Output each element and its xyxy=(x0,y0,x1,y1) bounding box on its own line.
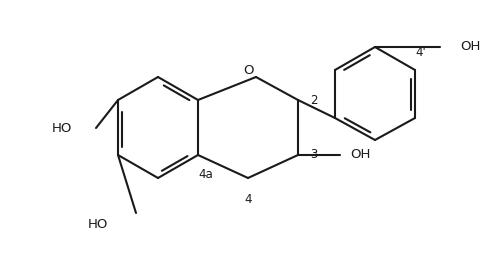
Text: 3: 3 xyxy=(310,149,317,162)
Text: OH: OH xyxy=(460,41,480,54)
Text: OH: OH xyxy=(350,149,370,162)
Text: 4: 4 xyxy=(244,193,252,206)
Text: 2: 2 xyxy=(310,94,317,107)
Text: O: O xyxy=(243,63,253,76)
Text: HO: HO xyxy=(52,122,72,134)
Text: HO: HO xyxy=(87,218,108,231)
Text: 4': 4' xyxy=(415,45,426,58)
Text: 4a: 4a xyxy=(198,168,213,181)
